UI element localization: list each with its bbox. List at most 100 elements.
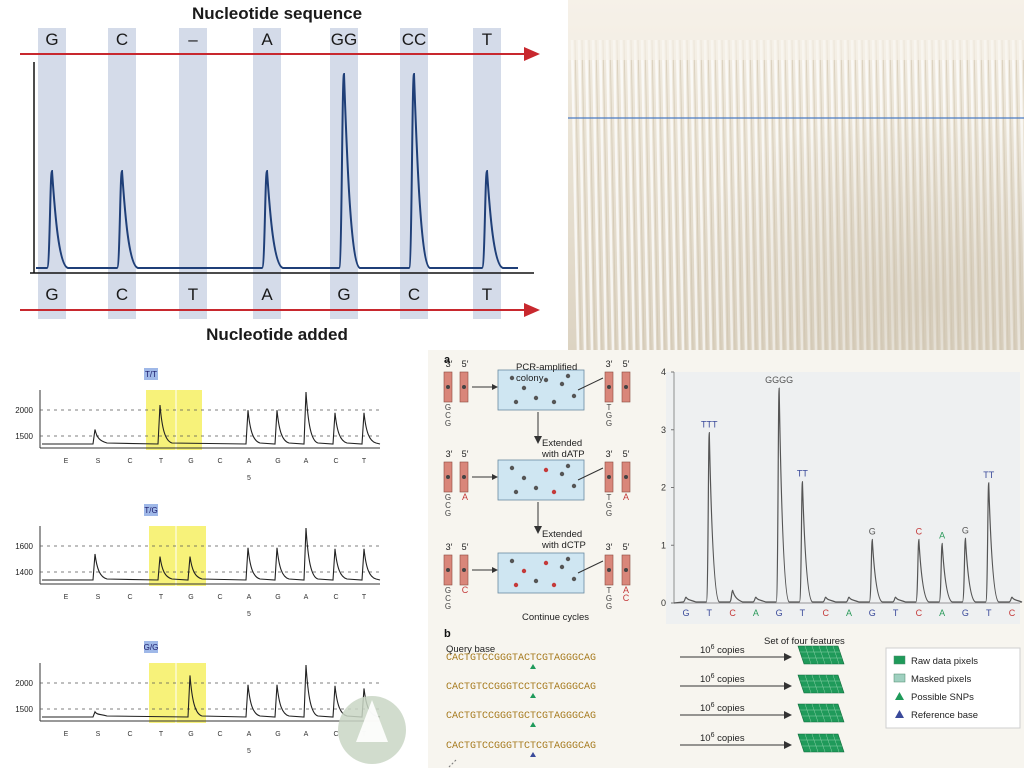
x-tick-label: A — [753, 608, 759, 618]
sequence-labels: G C – A GG CC T — [45, 30, 492, 49]
sequence-row: CACTGTCCGGGTACTCGTAGGGCAG 106 copies — [446, 644, 845, 669]
snp-marker — [530, 693, 536, 698]
colony-dot — [509, 465, 515, 471]
pyrogram-trace — [673, 387, 1023, 604]
bead — [446, 475, 450, 479]
sequence-label-4: GG — [331, 30, 357, 49]
step2-line1: Extended — [542, 529, 582, 540]
added-base: C — [462, 585, 469, 595]
colony-dot — [565, 373, 571, 379]
step3-label: Continue cycles — [522, 612, 589, 623]
y-tick-label: 2000 — [15, 679, 33, 688]
x-tick-label: A — [247, 731, 252, 738]
peak-label: TT — [797, 469, 808, 479]
x-tick-label: C — [729, 608, 736, 618]
colony-dot — [543, 377, 549, 383]
grid-line — [832, 733, 840, 753]
peak-label: G — [962, 525, 969, 535]
copies-label: 106 copies — [700, 644, 745, 656]
pixel-grid — [797, 703, 845, 723]
colony-dot — [559, 564, 565, 570]
bead — [624, 385, 628, 389]
sequence-title: Nucleotide sequence — [192, 4, 362, 23]
x-tick-label: A — [247, 458, 252, 465]
five-prime-label: 5′ — [623, 449, 630, 459]
peak-label: G — [869, 526, 876, 536]
three-prime-label: 3′ — [606, 542, 613, 552]
feature-set-label: Set of four features — [764, 636, 845, 647]
arrowhead — [492, 384, 498, 390]
five-prime-label: 5′ — [462, 449, 469, 459]
template-base: G — [445, 493, 451, 502]
colony-dot — [521, 475, 527, 481]
x-tick-label: A — [939, 608, 945, 618]
band-2 — [179, 28, 207, 319]
x-tick-label: C — [217, 458, 222, 465]
signal-trace — [36, 72, 518, 269]
bead — [607, 475, 611, 479]
pixel-grid — [797, 674, 845, 694]
template-base: G — [445, 419, 451, 428]
down-arrowhead — [534, 436, 542, 444]
x-tick-label: G — [275, 458, 280, 465]
query-base-label: Query base — [446, 644, 495, 655]
added-label-1: C — [116, 285, 128, 304]
grid-line — [825, 645, 833, 665]
sequence-row: CACTGTCCGGGTCCTCGTAGGGCAG 106 copies — [446, 673, 845, 698]
peak-label: A — [939, 531, 945, 541]
bead — [624, 475, 628, 479]
added-label-4: G — [337, 285, 350, 304]
query-sequence: CACTGTCCGGGTTCTCGTAGGGCAG — [446, 741, 596, 752]
sequence-label-3: A — [261, 30, 273, 49]
x-tick-label: G — [275, 731, 280, 738]
query-sequence: CACTGTCCGGGTGCTCGTAGGGCAG — [446, 711, 596, 722]
grid-line — [825, 733, 833, 753]
pyrogram-2: G/G20001500ESCTGCAGACT5 — [15, 641, 381, 755]
arrow — [577, 560, 604, 574]
x-tick-label: G — [682, 608, 689, 618]
position-label: 5 — [247, 611, 251, 618]
sequence-label-5: CC — [402, 30, 427, 49]
y-tick-label: 1600 — [15, 542, 33, 551]
query-sequence: CACTGTCCGGGTACTCGTAGGGCAG — [446, 653, 596, 664]
colony-dot — [533, 485, 539, 491]
x-tick-label: T — [893, 608, 899, 618]
sequence-label-1: C — [116, 30, 128, 49]
x-tick-label: A — [247, 594, 252, 601]
x-tick-label: C — [333, 458, 338, 465]
three-prime-label: 3′ — [606, 449, 613, 459]
legend-swatch — [895, 692, 904, 700]
colony-dot — [521, 385, 527, 391]
x-tick-label: S — [96, 458, 101, 465]
three-prime-label: 3′ — [446, 449, 453, 459]
three-prime-label: 3′ — [446, 359, 453, 369]
x-tick-label: C — [822, 608, 829, 618]
three-prime-label: 3′ — [606, 359, 613, 369]
peak-label: TTT — [701, 420, 718, 430]
x-tick-label: G — [275, 594, 280, 601]
genotype-title: G/G — [144, 643, 159, 652]
step1-line1: Extended — [542, 438, 582, 449]
added-label-6: T — [482, 285, 492, 304]
x-tick-label: A — [304, 594, 309, 601]
x-tick-label: G — [188, 594, 193, 601]
bead — [462, 568, 466, 572]
band-4 — [330, 28, 358, 319]
legend-label: Raw data pixels — [911, 656, 978, 667]
position-label: 5 — [247, 475, 251, 482]
x-tick-label: G — [962, 608, 969, 618]
pyrogram-trace — [42, 527, 381, 581]
added-base: A — [623, 585, 629, 595]
added-base: A — [623, 492, 629, 502]
grid-line — [818, 645, 826, 665]
grid-line — [832, 674, 840, 694]
bead — [607, 385, 611, 389]
position-label: 5 — [247, 748, 251, 755]
peak-label: GGGG — [765, 375, 793, 385]
pixel-grid — [797, 645, 845, 665]
colony-dot — [551, 489, 557, 495]
template-base: G — [445, 586, 451, 595]
template-base: G — [606, 594, 612, 603]
colony-dot — [509, 375, 515, 381]
